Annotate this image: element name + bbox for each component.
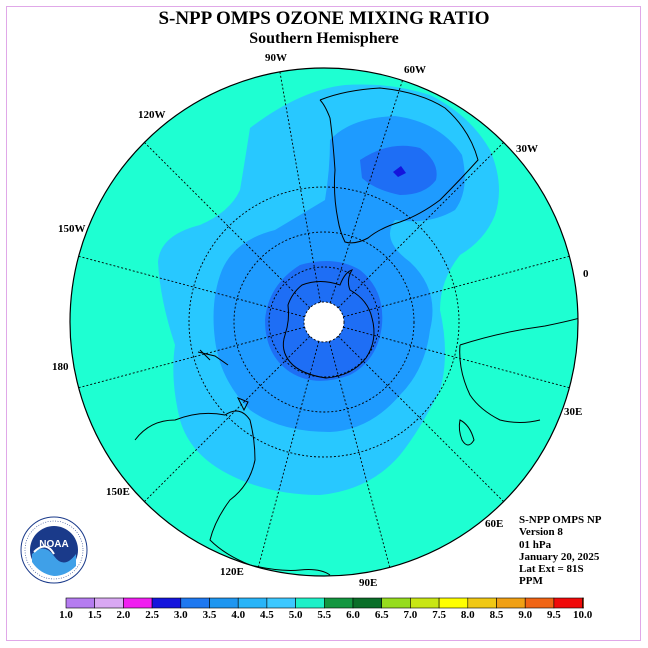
- colorbar-swatch: [352, 597, 383, 609]
- meridian-line: [329, 80, 403, 304]
- colorbar-swatch: [323, 597, 354, 609]
- lon-label-60e: 60E: [485, 518, 504, 530]
- lon-label-30e: 30E: [564, 406, 583, 418]
- colorbar-tick-label: 4.5: [260, 609, 274, 621]
- colorbar-tick-label: 1.5: [87, 609, 102, 621]
- colorbar-tick-label: 5.0: [288, 609, 303, 621]
- colorbar-swatch: [209, 597, 239, 609]
- new-zealand-coastline: [197, 349, 229, 366]
- colorbar-tick-label: 7.5: [432, 609, 446, 621]
- colorbar-tick-label: 9.5: [547, 609, 561, 621]
- metadata-block: S-NPP OMPS NP Version 8 01 hPa January 2…: [519, 514, 602, 588]
- colorbar-tick-label: 2.0: [116, 609, 131, 621]
- colorbar-swatch: [582, 597, 584, 609]
- noaa-logo-text: NOAA: [39, 539, 68, 550]
- lon-label-120w: 120W: [138, 109, 166, 121]
- colorbar-swatch: [151, 597, 182, 609]
- lon-label-150w: 150W: [58, 223, 86, 235]
- meridian-line: [337, 335, 504, 502]
- coastlines: [134, 87, 578, 576]
- pressure-level-label: 01 hPa: [519, 538, 552, 551]
- colorbar-swatch: [180, 597, 210, 609]
- colorbar-tick-label: 8.0: [460, 609, 475, 621]
- colorbar-swatch: [65, 597, 96, 609]
- colorbar-tick-label: 1.0: [59, 609, 73, 621]
- colorbar-swatch: [524, 597, 555, 609]
- africa-coastline: [459, 317, 578, 423]
- colorbar-swatch: [237, 597, 268, 609]
- noaa-logo: NOAA: [20, 516, 88, 584]
- colorbar-tick-label: 9.0: [518, 609, 533, 621]
- colorbar-swatch: [295, 597, 325, 609]
- colorbar-swatch: [553, 597, 583, 609]
- lon-label-60w: 60W: [404, 64, 426, 76]
- colorbar-swatch: [496, 597, 526, 609]
- south-america-coastline: [319, 87, 479, 244]
- meridian-line: [343, 326, 570, 389]
- graticule: [78, 71, 570, 568]
- antarctica-coastline: [282, 269, 375, 379]
- meridian-line: [144, 142, 311, 309]
- meridian-line: [337, 142, 504, 309]
- colorbar-swatch: [438, 597, 469, 609]
- latitude-circle: [268, 266, 380, 378]
- lon-label-90w: 90W: [265, 52, 287, 64]
- polar-data-gap: [304, 302, 344, 342]
- colorbar-tick-label: 3.5: [202, 609, 217, 621]
- colorbar-swatch: [410, 597, 440, 609]
- madagascar-coastline: [458, 419, 475, 446]
- colorbar: [65, 597, 584, 609]
- colorbar-tick-label: 4.0: [231, 609, 246, 621]
- colorbar-tick-label: 7.0: [403, 609, 418, 621]
- meridian-line: [144, 335, 311, 502]
- latitude-circle: [303, 301, 345, 343]
- lon-label-0: 0: [583, 268, 589, 280]
- lat-extent-label: Lat Ext = 81S: [519, 563, 584, 576]
- lon-label-120e: 120E: [220, 566, 244, 578]
- version-label: Version 8: [519, 526, 563, 539]
- lon-label-150e: 150E: [106, 486, 130, 498]
- colorbar-tick-label: 10.0: [572, 609, 593, 621]
- colorbar-swatch: [123, 597, 153, 609]
- colorbar-tick-label: 2.5: [145, 609, 159, 621]
- ozone-band-2.5-3.0: [393, 166, 406, 177]
- lon-label-30w: 30W: [516, 143, 538, 155]
- colorbar-swatch: [266, 597, 296, 609]
- colorbar-swatch: [94, 597, 124, 609]
- units-label: PPM: [519, 575, 543, 588]
- colorbar-swatch: [381, 597, 411, 609]
- latitude-circle: [233, 231, 415, 413]
- tasmania-coastline: [236, 397, 249, 412]
- meridian-line: [343, 255, 570, 318]
- instrument-label: S-NPP OMPS NP: [519, 514, 602, 526]
- colorbar-tick-label: 6.5: [374, 609, 389, 621]
- colorbar-tick-label: 6.0: [346, 609, 360, 621]
- meridian-line: [78, 326, 305, 389]
- colorbar-tick-label: 5.5: [317, 609, 332, 621]
- figure-frame: [6, 6, 641, 641]
- lon-label-180: 180: [52, 361, 69, 373]
- meridian-line: [279, 71, 321, 303]
- meridian-line: [78, 255, 305, 318]
- australia-coastline: [134, 410, 331, 576]
- colorbar-swatch: [467, 597, 497, 609]
- lon-label-90e: 90E: [359, 577, 378, 589]
- meridian-line: [257, 341, 320, 568]
- map-boundary: [69, 67, 579, 577]
- date-label: January 20, 2025: [519, 550, 600, 563]
- colorbar-tick-label: 3.0: [173, 609, 188, 621]
- meridian-line: [328, 341, 391, 568]
- map-subtitle: Southern Hemisphere: [249, 30, 399, 47]
- map-title: S-NPP OMPS OZONE MIXING RATIO: [158, 8, 490, 29]
- latitude-circle: [188, 186, 460, 458]
- colorbar-tick-label: 8.5: [489, 609, 504, 621]
